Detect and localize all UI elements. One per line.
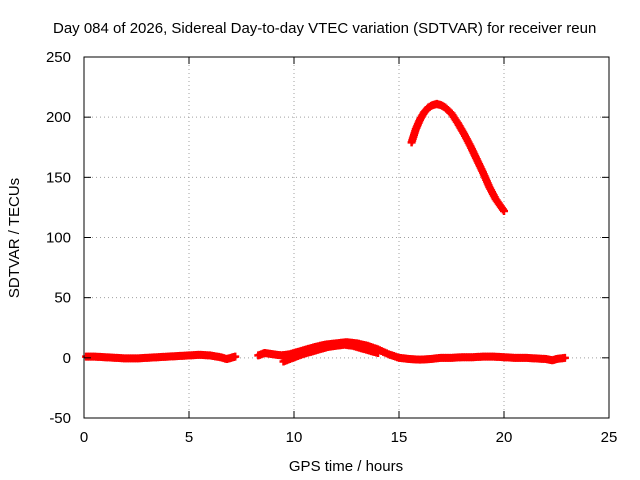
- y-axis-label: SDTVAR / TECUs: [6, 178, 23, 298]
- x-tick-label: 5: [185, 429, 193, 446]
- axis-ticks: 0 5 10 15 20 25 -50 0 50 100 150 200 250: [46, 49, 617, 446]
- chart-title: Day 084 of 2026, Sidereal Day-to-day VTE…: [53, 20, 596, 37]
- x-tick-label: 25: [601, 429, 618, 446]
- series-segment-c-lower-branch: [279, 340, 382, 366]
- x-tick-label: 0: [80, 429, 88, 446]
- series-segment-a-near-zero: [82, 350, 240, 364]
- y-tick-label: 100: [46, 230, 71, 247]
- y-tick-label: 50: [54, 290, 71, 307]
- data-point: [500, 207, 508, 216]
- data-point: [374, 349, 382, 358]
- y-tick-label: -50: [49, 410, 71, 427]
- y-tick-label: 0: [63, 350, 71, 367]
- x-tick-label: 20: [496, 429, 513, 446]
- x-tick-label: 15: [391, 429, 408, 446]
- data-point: [231, 352, 240, 361]
- y-tick-label: 250: [46, 49, 71, 66]
- data-point: [560, 353, 569, 362]
- x-tick-label: 10: [286, 429, 303, 446]
- series-segment-d-peak: [407, 99, 508, 216]
- x-axis-label: GPS time / hours: [289, 458, 403, 475]
- y-tick-label: 150: [46, 169, 71, 186]
- data-points: [82, 99, 569, 366]
- y-tick-label: 200: [46, 109, 71, 126]
